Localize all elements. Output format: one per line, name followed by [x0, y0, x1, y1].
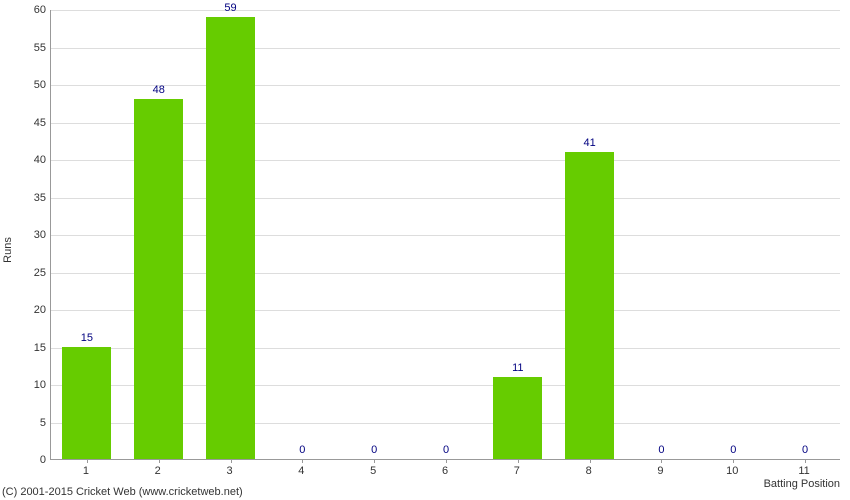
x-tick [87, 459, 88, 463]
bar [493, 377, 542, 460]
bar-value-label: 0 [802, 444, 808, 456]
chart-container: Runs 1548590001141000 Batting Position (… [0, 0, 850, 500]
x-tick [374, 459, 375, 463]
bar-value-label: 41 [584, 137, 596, 149]
bar-value-label: 15 [81, 332, 93, 344]
x-tick-label: 6 [442, 465, 448, 477]
y-tick-label: 20 [34, 304, 46, 316]
y-tick-label: 60 [34, 4, 46, 16]
y-tick-label: 50 [34, 79, 46, 91]
bar [134, 99, 183, 459]
bar-value-label: 0 [658, 444, 664, 456]
bar-value-label: 0 [299, 444, 305, 456]
x-tick [590, 459, 591, 463]
bar [206, 17, 255, 460]
x-tick [302, 459, 303, 463]
x-tick-label: 9 [657, 465, 663, 477]
y-axis-label: Runs [2, 237, 14, 263]
copyright-text: (C) 2001-2015 Cricket Web (www.cricketwe… [2, 486, 243, 498]
y-tick-label: 45 [34, 117, 46, 129]
gridline [51, 10, 840, 11]
x-tick [446, 459, 447, 463]
y-tick-label: 35 [34, 192, 46, 204]
y-tick-label: 40 [34, 154, 46, 166]
x-tick [661, 459, 662, 463]
y-tick-label: 15 [34, 342, 46, 354]
plot-area: 1548590001141000 [50, 10, 840, 460]
gridline [51, 48, 840, 49]
x-tick-label: 3 [226, 465, 232, 477]
x-tick-label: 10 [726, 465, 738, 477]
bar-value-label: 0 [443, 444, 449, 456]
bar-value-label: 48 [153, 84, 165, 96]
y-tick-label: 30 [34, 229, 46, 241]
y-tick-label: 5 [40, 417, 46, 429]
x-tick-label: 11 [798, 465, 809, 477]
x-axis-label: Batting Position [764, 478, 840, 490]
bar-value-label: 11 [512, 362, 523, 374]
bar-value-label: 59 [224, 2, 236, 14]
bar [565, 152, 614, 460]
y-tick-label: 10 [34, 379, 46, 391]
x-tick-label: 4 [298, 465, 304, 477]
x-tick [518, 459, 519, 463]
x-tick-label: 8 [586, 465, 592, 477]
bar [62, 347, 111, 460]
x-tick-label: 1 [83, 465, 89, 477]
x-tick-label: 7 [514, 465, 520, 477]
x-tick [231, 459, 232, 463]
y-tick-label: 55 [34, 42, 46, 54]
x-tick [805, 459, 806, 463]
x-tick-label: 2 [155, 465, 161, 477]
bar-value-label: 0 [371, 444, 377, 456]
bar-value-label: 0 [730, 444, 736, 456]
y-tick-label: 25 [34, 267, 46, 279]
y-tick-label: 0 [40, 454, 46, 466]
x-tick [733, 459, 734, 463]
x-tick [159, 459, 160, 463]
gridline [51, 85, 840, 86]
x-tick-label: 5 [370, 465, 376, 477]
